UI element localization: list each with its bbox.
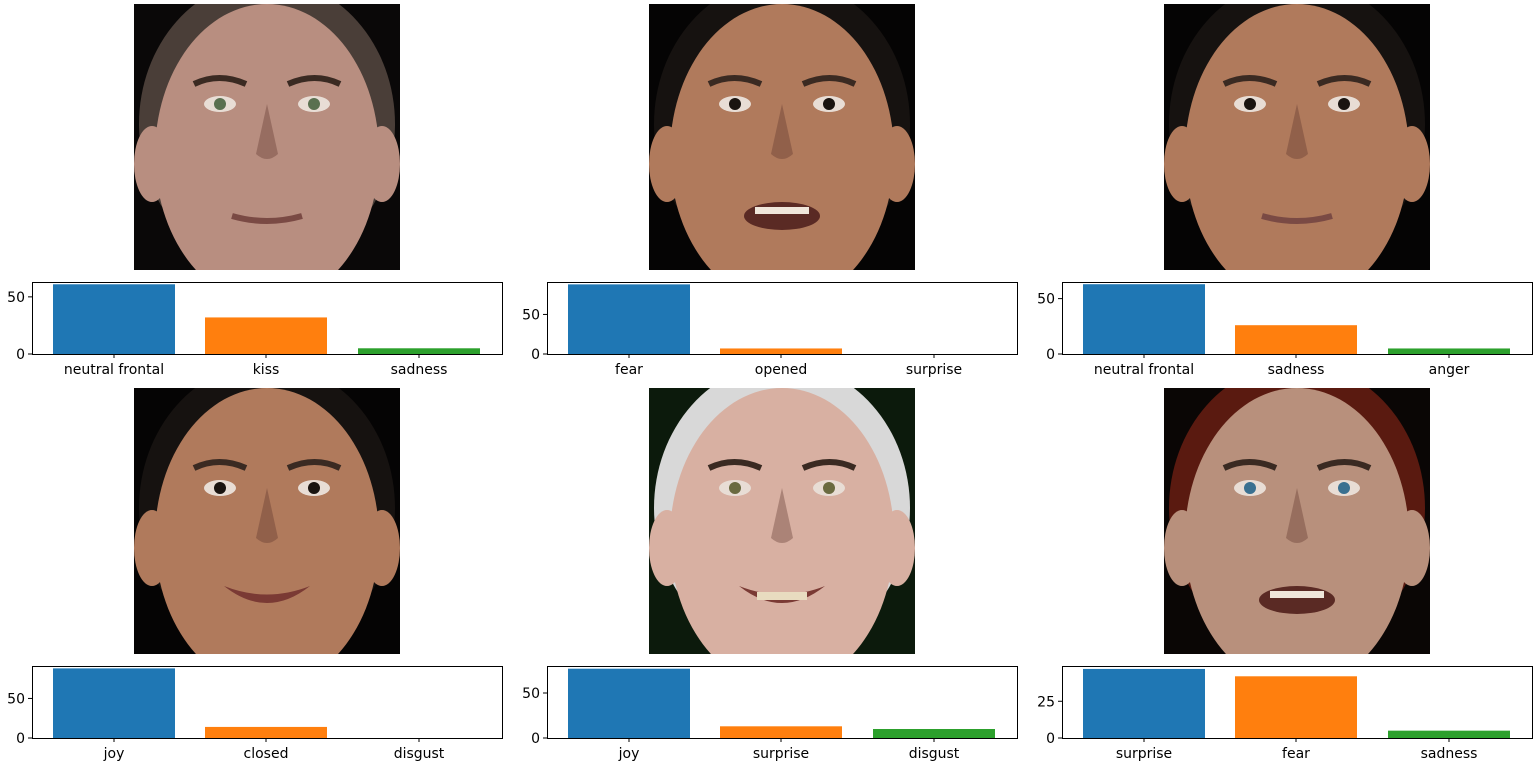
x-tick-label: joy: [618, 746, 640, 762]
chart-panel: neutral frontal kiss sadness 0 50: [7, 282, 503, 378]
bar: [1388, 730, 1510, 738]
x-tick-label: sadness: [1421, 746, 1478, 762]
y-tick-label: 50: [1037, 292, 1055, 308]
x-tick-label: closed: [244, 746, 289, 762]
x-tick-label: surprise: [1116, 746, 1172, 762]
face-photo: [1164, 388, 1430, 654]
y-tick-label: 0: [531, 731, 540, 747]
x-tick-label: opened: [755, 362, 807, 378]
axes-frame: [1062, 282, 1533, 355]
axes-frame: [32, 666, 503, 739]
x-tick-label: neutral frontal: [1094, 362, 1194, 378]
x-tick-label: surprise: [753, 746, 809, 762]
y-tick-label: 50: [522, 686, 540, 702]
bar: [358, 348, 480, 354]
x-tick-label: fear: [1282, 746, 1310, 762]
chart-panel: neutral frontal sadness anger 0 50: [1037, 282, 1533, 378]
bar: [205, 726, 327, 738]
y-tick-label: 0: [1046, 347, 1055, 363]
x-tick-label: sadness: [1268, 362, 1325, 378]
bar: [1235, 676, 1357, 738]
chart-panel: fear opened surprise 0 50: [522, 282, 1018, 378]
bar: [1083, 668, 1205, 738]
face-photo: [1164, 4, 1430, 270]
x-tick-label: kiss: [253, 362, 280, 378]
x-tick-label: sadness: [391, 362, 448, 378]
y-tick-label: 50: [7, 691, 25, 707]
x-tick-label: surprise: [906, 362, 962, 378]
x-tick-label: disgust: [394, 746, 445, 762]
x-tick-label: anger: [1429, 362, 1470, 378]
bar: [1388, 348, 1510, 354]
bar: [720, 348, 842, 354]
y-tick-label: 0: [16, 731, 25, 747]
x-tick-label: fear: [615, 362, 643, 378]
chart-panel: joy surprise disgust 0 50: [522, 666, 1018, 762]
face-photo: [649, 388, 915, 654]
bar: [568, 284, 690, 354]
bar: [205, 317, 327, 354]
y-tick-label: 50: [7, 290, 25, 306]
y-tick-label: 0: [1046, 731, 1055, 747]
bar: [53, 284, 175, 354]
y-tick-label: 0: [16, 347, 25, 363]
chart-panel: joy closed disgust 0 50: [7, 666, 503, 762]
bar: [1083, 284, 1205, 354]
face-photo: [134, 4, 400, 270]
chart-panel: surprise fear sadness 0 25: [1037, 666, 1533, 762]
y-tick-label: 25: [1037, 694, 1055, 710]
axes-frame: [547, 666, 1018, 739]
axes-frame: [547, 282, 1018, 355]
bar: [873, 729, 995, 738]
bar: [720, 726, 842, 738]
bar: [1235, 325, 1357, 354]
face-photo: [649, 4, 915, 270]
y-tick-label: 0: [531, 347, 540, 363]
axes-frame: [32, 282, 503, 355]
axes-frame: [1062, 666, 1533, 739]
x-tick-label: disgust: [909, 746, 960, 762]
y-tick-label: 50: [522, 307, 540, 323]
bar: [568, 668, 690, 738]
x-tick-label: neutral frontal: [64, 362, 164, 378]
bar: [53, 668, 175, 738]
x-tick-label: joy: [103, 746, 125, 762]
face-photo: [134, 388, 400, 654]
